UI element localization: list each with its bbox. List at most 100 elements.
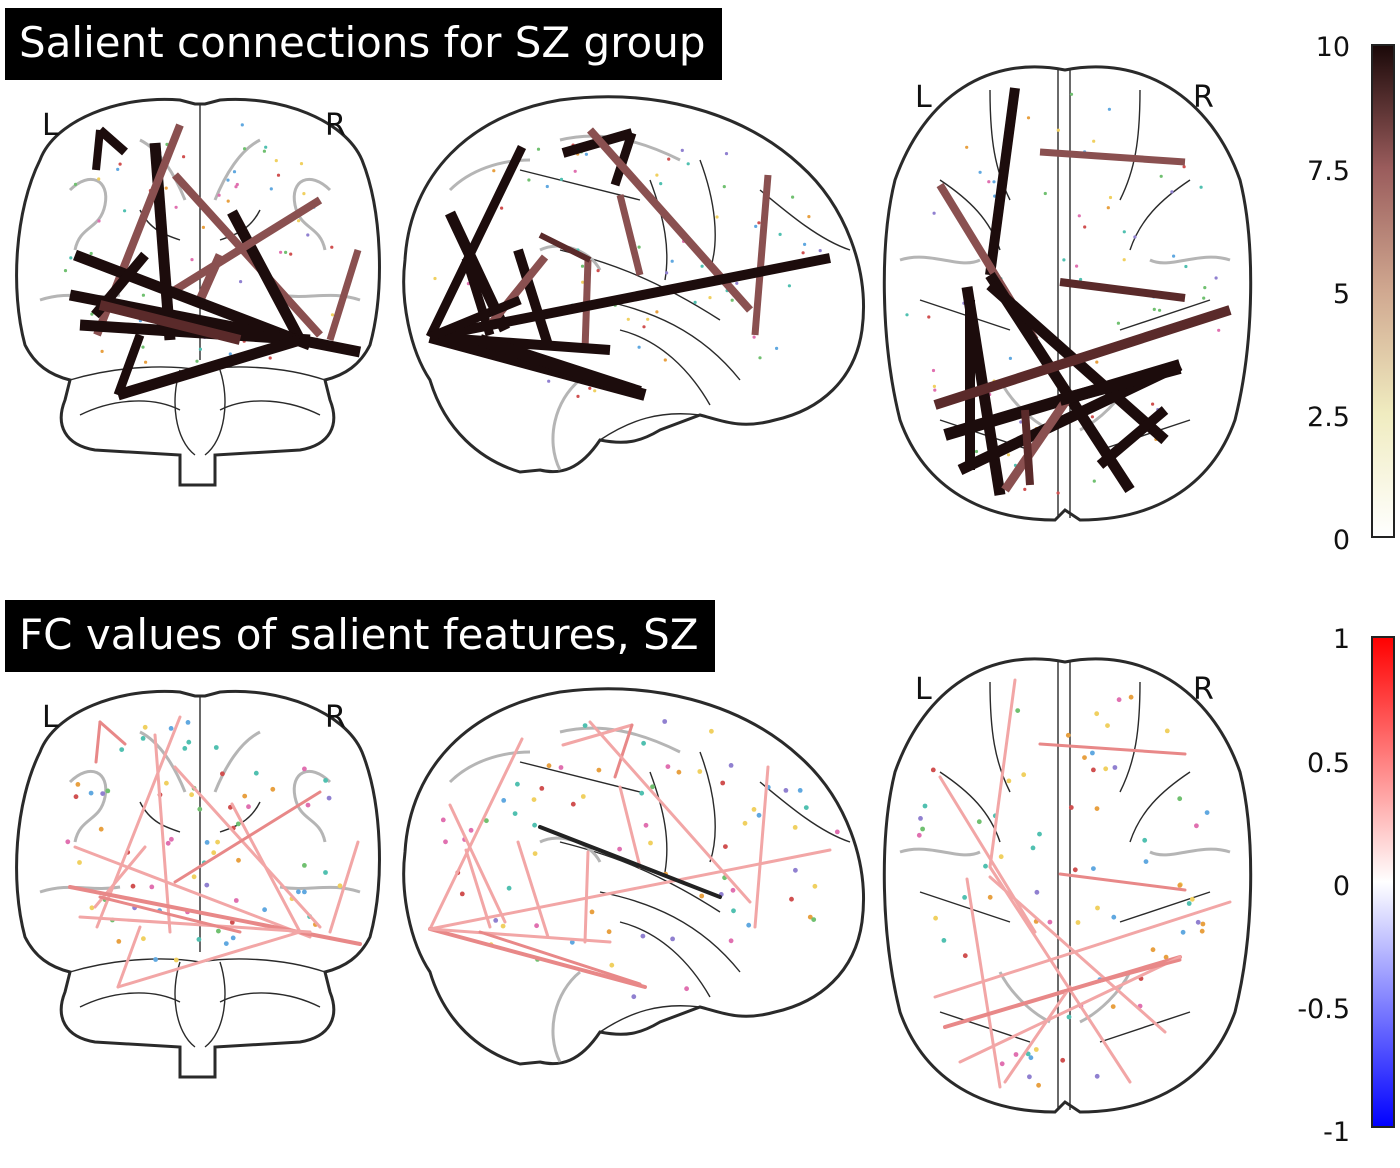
node-marker bbox=[1214, 276, 1218, 280]
node-marker bbox=[536, 147, 541, 151]
node-marker bbox=[185, 720, 191, 725]
connection-edge bbox=[116, 334, 302, 401]
connection-edge bbox=[610, 131, 637, 187]
node-marker bbox=[987, 180, 991, 184]
node-marker bbox=[191, 874, 197, 880]
node-marker bbox=[242, 793, 248, 799]
node-marker bbox=[1043, 191, 1047, 196]
node-marker bbox=[1159, 174, 1163, 178]
node-marker bbox=[186, 739, 192, 745]
node-marker bbox=[684, 986, 689, 992]
node-marker bbox=[1172, 254, 1176, 258]
node-marker bbox=[1091, 866, 1096, 871]
fc-edge bbox=[753, 765, 770, 929]
node-marker bbox=[1200, 921, 1206, 927]
node-marker bbox=[569, 939, 575, 945]
node-marker bbox=[754, 224, 758, 228]
node-marker bbox=[239, 280, 243, 284]
connection-edge bbox=[113, 333, 145, 397]
node-marker bbox=[730, 298, 734, 302]
node-marker bbox=[641, 740, 646, 746]
colorbar-tick: 0.5 bbox=[1307, 748, 1350, 779]
node-marker bbox=[1060, 1057, 1066, 1063]
node-marker bbox=[708, 296, 712, 300]
node-marker bbox=[596, 767, 602, 773]
colorbar-tick: 1 bbox=[1333, 624, 1350, 655]
node-marker bbox=[559, 177, 564, 181]
node-marker bbox=[116, 939, 122, 944]
node-marker bbox=[97, 219, 101, 223]
node-marker bbox=[77, 860, 82, 865]
node-marker bbox=[1163, 954, 1169, 960]
node-marker bbox=[440, 817, 446, 823]
node-marker bbox=[204, 840, 210, 845]
node-marker bbox=[1034, 889, 1040, 895]
right-hemisphere-label-coronal-bottom: R bbox=[325, 700, 346, 735]
left-hemisphere-label-coronal-bottom: L bbox=[42, 700, 59, 735]
node-marker bbox=[680, 148, 684, 152]
node-marker bbox=[296, 889, 301, 895]
fc-edges-bottom bbox=[68, 678, 1232, 1089]
node-marker bbox=[168, 726, 174, 731]
node-marker bbox=[617, 846, 622, 852]
connection-edge bbox=[1058, 362, 1182, 406]
node-marker bbox=[123, 209, 127, 213]
node-marker bbox=[165, 840, 171, 846]
connection-edge bbox=[326, 248, 362, 342]
connection-edge bbox=[429, 332, 611, 355]
node-marker bbox=[88, 790, 94, 796]
node-marker bbox=[1111, 914, 1117, 920]
node-marker bbox=[527, 178, 531, 182]
node-marker bbox=[735, 281, 739, 285]
node-marker bbox=[642, 325, 646, 329]
node-marker bbox=[751, 807, 757, 812]
node-marker bbox=[783, 788, 789, 793]
node-marker bbox=[65, 839, 71, 845]
connection-edge bbox=[428, 295, 522, 342]
node-marker bbox=[1095, 905, 1100, 911]
node-marker bbox=[262, 149, 266, 153]
node-marker bbox=[746, 922, 752, 928]
node-marker bbox=[659, 182, 663, 186]
node-marker bbox=[609, 962, 615, 968]
fc-edge bbox=[116, 925, 142, 989]
node-marker bbox=[216, 928, 221, 934]
fc-edge bbox=[613, 723, 634, 779]
node-marker bbox=[433, 276, 437, 281]
node-marker bbox=[297, 219, 301, 223]
connection-edge bbox=[538, 232, 592, 263]
node-marker bbox=[1077, 214, 1081, 218]
node-marker bbox=[998, 854, 1004, 860]
node-marker bbox=[226, 199, 230, 203]
right-hemisphere-label-axial-top: R bbox=[1193, 80, 1214, 115]
node-marker bbox=[965, 145, 969, 149]
node-marker bbox=[182, 155, 186, 159]
node-marker bbox=[190, 258, 194, 262]
connection-edge bbox=[1059, 278, 1186, 302]
node-marker bbox=[213, 745, 219, 750]
colorbar-tick: 5 bbox=[1333, 279, 1350, 310]
node-marker bbox=[631, 994, 637, 1000]
node-marker bbox=[1056, 491, 1060, 495]
fc-edge bbox=[448, 803, 507, 924]
node-marker bbox=[69, 256, 73, 260]
bottom-panel-title: FC values of salient features, SZ bbox=[5, 600, 715, 672]
node-marker bbox=[1036, 1082, 1041, 1088]
node-marker bbox=[626, 317, 630, 321]
connection-edge bbox=[1001, 392, 1074, 493]
node-marker bbox=[1079, 277, 1083, 282]
connection-edge bbox=[98, 300, 242, 345]
node-marker bbox=[153, 957, 159, 962]
node-marker bbox=[1075, 920, 1081, 925]
node-marker bbox=[1015, 708, 1021, 713]
node-marker bbox=[584, 152, 589, 156]
colorbar-tick: 0 bbox=[1333, 525, 1350, 556]
node-marker bbox=[299, 162, 304, 166]
fc-edge bbox=[68, 885, 362, 946]
node-marker bbox=[646, 317, 650, 321]
node-marker bbox=[941, 938, 947, 943]
node-marker bbox=[1068, 805, 1074, 810]
node-marker bbox=[643, 822, 649, 828]
node-marker bbox=[198, 347, 202, 351]
node-marker bbox=[149, 884, 155, 890]
